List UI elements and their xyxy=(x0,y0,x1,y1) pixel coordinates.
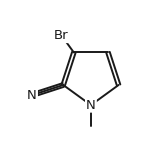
Text: Br: Br xyxy=(54,29,69,42)
Text: N: N xyxy=(27,89,37,102)
Text: N: N xyxy=(86,99,96,112)
